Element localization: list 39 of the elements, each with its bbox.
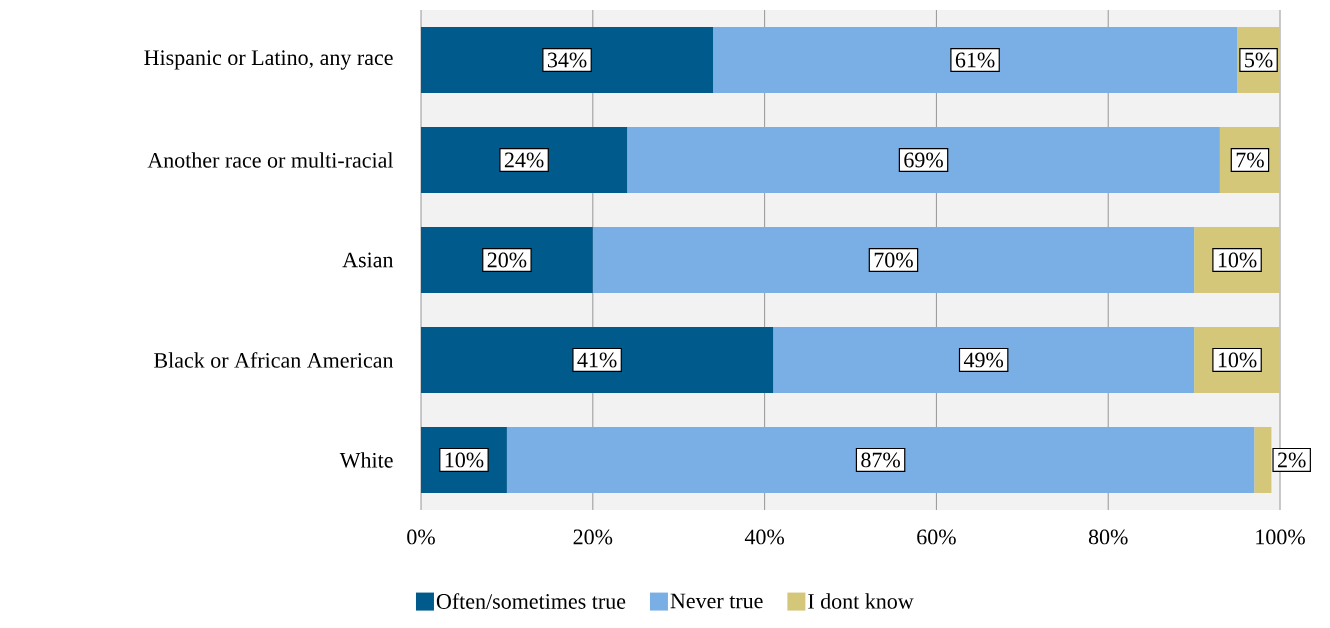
data-label: 10%	[1218, 352, 1257, 368]
x-tick-label: 100%	[1256, 529, 1305, 545]
y-tick-label: Another race or multi-racial	[147, 152, 394, 168]
data-label: 49%	[963, 352, 1004, 368]
data-label: 2%	[1278, 452, 1306, 468]
data-label: 24%	[504, 152, 544, 168]
data-label: 10%	[1218, 252, 1257, 268]
data-label: 34%	[547, 52, 587, 68]
y-tick-label: Black or African American	[154, 352, 394, 368]
bar	[506, 426, 1255, 493]
legend-label: I dont know	[808, 593, 914, 609]
x-tick-label: 20%	[573, 529, 613, 545]
data-label: 20%	[487, 252, 527, 268]
y-tick-label: Hispanic or Latino, any race	[144, 50, 393, 70]
bar	[592, 226, 1195, 293]
x-tick-label: 80%	[1088, 529, 1128, 545]
data-label: 7%	[1236, 152, 1264, 168]
y-tick-label: Asian	[342, 252, 394, 268]
data-label: 10%	[445, 452, 484, 468]
x-tick-label: 40%	[744, 529, 785, 545]
bar	[1254, 426, 1272, 493]
data-label: 69%	[904, 152, 943, 168]
bar	[773, 326, 1195, 393]
legend-label: Often/sometimes true	[436, 593, 626, 609]
data-label: 41%	[577, 352, 617, 368]
bar	[421, 26, 714, 93]
data-label: 87%	[861, 452, 900, 468]
bar	[421, 226, 593, 293]
data-label: 70%	[874, 252, 913, 268]
legend-label: Never true	[670, 593, 763, 609]
x-tick-label: 60%	[917, 529, 956, 545]
data-label: 61%	[955, 52, 995, 68]
bar	[421, 126, 628, 193]
x-tick-label: 0%	[407, 529, 435, 545]
data-label: 5%	[1245, 52, 1273, 68]
y-tick-label: White	[339, 452, 393, 468]
bar	[627, 126, 1220, 193]
bar	[713, 26, 1238, 93]
bar	[421, 326, 774, 393]
